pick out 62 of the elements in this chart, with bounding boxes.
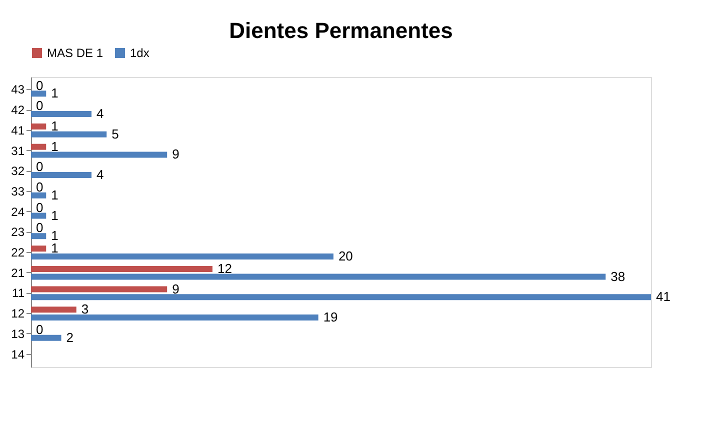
bar bbox=[31, 274, 606, 280]
data-label: 1 bbox=[51, 228, 58, 244]
y-tick-label: 42 bbox=[11, 103, 25, 118]
data-label: 1 bbox=[51, 86, 58, 101]
data-label: 0 bbox=[36, 78, 44, 93]
data-label: 9 bbox=[172, 281, 180, 296]
bar bbox=[31, 253, 334, 260]
y-tick-label: 11 bbox=[12, 286, 25, 300]
bar bbox=[31, 111, 92, 117]
bar bbox=[31, 212, 46, 219]
bar bbox=[31, 123, 46, 130]
y-tick-label: 21 bbox=[11, 266, 25, 280]
bar bbox=[31, 306, 76, 313]
y-tick-label: 22 bbox=[11, 246, 25, 260]
data-label: 2 bbox=[66, 330, 74, 345]
legend-label: MAS DE 1 bbox=[47, 46, 104, 60]
bar bbox=[31, 294, 651, 300]
y-tick-label: 32 bbox=[11, 164, 25, 178]
y-tick-label: 12 bbox=[11, 306, 25, 321]
data-label: 19 bbox=[323, 310, 338, 325]
data-label: 9 bbox=[172, 146, 180, 162]
bar bbox=[31, 144, 46, 150]
data-label: 4 bbox=[96, 167, 104, 182]
bar bbox=[31, 286, 168, 292]
data-label: 0 bbox=[36, 220, 44, 236]
data-label: 5 bbox=[112, 126, 119, 142]
data-label: 38 bbox=[610, 268, 626, 284]
y-tick-label: 43 bbox=[11, 82, 25, 97]
data-label: 0 bbox=[36, 98, 44, 114]
data-label: 0 bbox=[36, 322, 44, 337]
data-label: 41 bbox=[656, 289, 670, 304]
data-label: 1 bbox=[51, 240, 58, 256]
bar bbox=[31, 131, 107, 138]
bar bbox=[31, 172, 92, 178]
y-tick-label: 31 bbox=[11, 144, 25, 158]
data-label: 0 bbox=[36, 159, 44, 174]
data-label: 1 bbox=[51, 208, 58, 223]
data-label: 1 bbox=[51, 138, 58, 154]
y-tick-label: 24 bbox=[11, 204, 25, 219]
bar bbox=[31, 246, 46, 252]
y-tick-label: 14 bbox=[11, 347, 25, 362]
bar bbox=[31, 314, 318, 321]
y-tick-label: 23 bbox=[11, 225, 25, 240]
y-tick-label: 13 bbox=[11, 326, 25, 341]
data-label: 4 bbox=[96, 106, 104, 121]
bar bbox=[31, 266, 212, 272]
bar bbox=[31, 90, 46, 97]
bar bbox=[31, 334, 62, 341]
chart-title: Dientes Permanentes bbox=[229, 18, 453, 43]
data-label: 1 bbox=[51, 118, 58, 134]
legend-label: 1dx bbox=[130, 46, 150, 60]
data-label: 12 bbox=[217, 260, 232, 276]
data-label: 1 bbox=[51, 187, 58, 202]
bar bbox=[31, 152, 168, 158]
data-label: 3 bbox=[81, 302, 89, 317]
data-label: 20 bbox=[338, 248, 353, 264]
bar bbox=[31, 233, 46, 240]
data-label: 0 bbox=[36, 200, 44, 215]
y-tick-label: 41 bbox=[11, 123, 25, 138]
data-label: 0 bbox=[36, 180, 44, 195]
y-tick-label: 33 bbox=[11, 184, 25, 198]
bar bbox=[31, 192, 46, 198]
